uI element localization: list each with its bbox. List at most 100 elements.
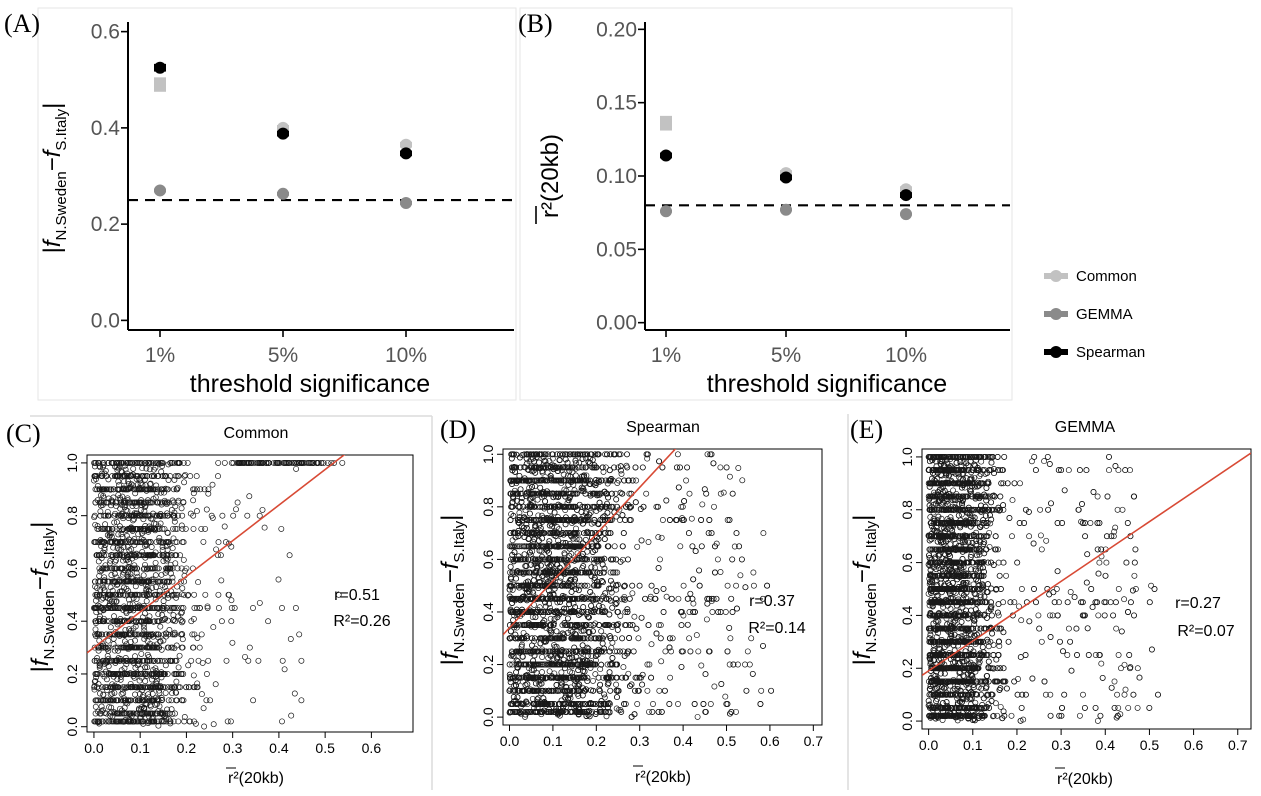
panel-a-frame	[37, 7, 517, 401]
chart-c-point	[175, 671, 182, 677]
chart-c-point	[153, 677, 160, 684]
chart-c-point	[116, 546, 123, 553]
chart-c-point	[179, 585, 186, 592]
chart-d-point	[656, 687, 663, 694]
chart-c-point	[164, 512, 171, 519]
chart-c-point	[172, 525, 179, 532]
chart-c-point	[254, 459, 261, 466]
chart-c-point	[141, 627, 148, 634]
chart-c-point	[246, 644, 253, 651]
chart-c-point	[209, 514, 216, 521]
chart-c-point	[180, 605, 187, 611]
chart-c-point	[142, 486, 149, 493]
chart-c-point	[124, 473, 131, 480]
chart-c-point	[127, 485, 134, 492]
chart-c-point	[175, 473, 182, 480]
chart-c-point	[129, 539, 136, 546]
chart-c-point	[101, 525, 108, 532]
chart-c-point	[102, 605, 109, 611]
chart-c-point	[172, 473, 179, 480]
chart-a-point-gemma	[277, 187, 289, 200]
chart-c-point	[95, 525, 102, 532]
chart-c-point	[113, 598, 120, 605]
chart-c-point	[128, 525, 135, 532]
chart-c-point	[156, 525, 163, 532]
chart-c-point	[218, 577, 225, 584]
chart-c-point	[115, 605, 122, 611]
chart-d-point	[543, 575, 550, 582]
legend-label-gemma: GEMMA	[1076, 306, 1133, 323]
chart-c-point	[127, 473, 134, 480]
chart-d-point	[655, 534, 662, 541]
chart-c-point	[120, 525, 127, 532]
chart-d-point	[604, 661, 611, 668]
chart-d-point	[607, 569, 614, 576]
chart-c-point	[142, 482, 149, 489]
chart-c-point	[231, 605, 238, 611]
chart-c-point	[138, 539, 145, 546]
chart-d-point	[621, 622, 628, 629]
chart-c-point	[144, 473, 151, 480]
chart-c-point	[105, 718, 112, 725]
chart-c-point	[132, 637, 138, 644]
chart-c-point	[100, 494, 107, 501]
chart-c-point	[102, 644, 109, 651]
chart-c-point	[142, 697, 149, 704]
chart-c-point	[140, 718, 147, 725]
chart-c-point	[210, 721, 217, 728]
chart-c-point	[95, 671, 102, 677]
chart-c-plot-box	[86, 454, 414, 733]
chart-c-point	[114, 657, 121, 664]
chart-d-point	[750, 582, 757, 589]
chart-a-ytick-label: 0.4	[91, 117, 121, 140]
chart-d-point	[601, 632, 608, 639]
chart-c-point	[92, 671, 99, 677]
chart-c-point	[132, 539, 139, 546]
chart-c-point	[105, 525, 112, 532]
chart-d-point	[629, 590, 636, 597]
chart-d-point	[644, 455, 651, 462]
chart-c-point	[200, 705, 207, 712]
chart-c-point	[224, 718, 231, 725]
chart-c-point	[172, 591, 179, 598]
chart-c-point	[92, 499, 99, 506]
chart-c-point	[120, 631, 127, 638]
chart-c-point	[237, 459, 243, 466]
chart-c-point	[149, 584, 156, 591]
chart-d-point	[613, 681, 620, 688]
chart-d-point	[591, 519, 598, 526]
chart-c-point	[164, 605, 170, 611]
chart-c-point	[145, 539, 152, 546]
chart-d-point	[554, 543, 561, 550]
chart-d: Spearman 0.0 0.1 0.2 0.3 0.4 0.5 0.6 0.7 0.00.2…	[437, 419, 823, 786]
chart-d-point	[750, 569, 757, 576]
chart-c-point	[136, 484, 143, 491]
chart-c-point	[96, 486, 103, 493]
chart-c-point	[121, 638, 128, 645]
chart-c-point	[186, 684, 193, 691]
chart-c-point	[222, 539, 229, 546]
chart-c-point	[133, 550, 140, 557]
chart-d-point	[680, 648, 687, 655]
chart-c-point	[91, 718, 98, 725]
chart-c-point	[147, 525, 154, 532]
chart-c-point	[113, 519, 120, 526]
chart-c-point	[103, 618, 110, 625]
chart-d-point	[626, 490, 633, 497]
chart-c-point	[163, 567, 170, 574]
chart-c-point	[117, 676, 124, 683]
chart-c-point	[133, 473, 140, 480]
chart-d-point	[717, 569, 724, 575]
chart-c-point	[183, 684, 190, 691]
chart-c-point	[292, 605, 299, 611]
chart-c-point	[148, 578, 155, 585]
chart-c-point	[140, 473, 147, 480]
chart-d-point	[634, 701, 641, 707]
chart-c-point	[93, 657, 100, 664]
chart-c-point	[159, 657, 165, 664]
chart-c-point	[151, 718, 158, 725]
chart-c-point	[233, 506, 239, 513]
chart-c-point	[181, 479, 188, 486]
chart-c-point	[127, 657, 133, 664]
chart-d-point	[669, 635, 676, 642]
